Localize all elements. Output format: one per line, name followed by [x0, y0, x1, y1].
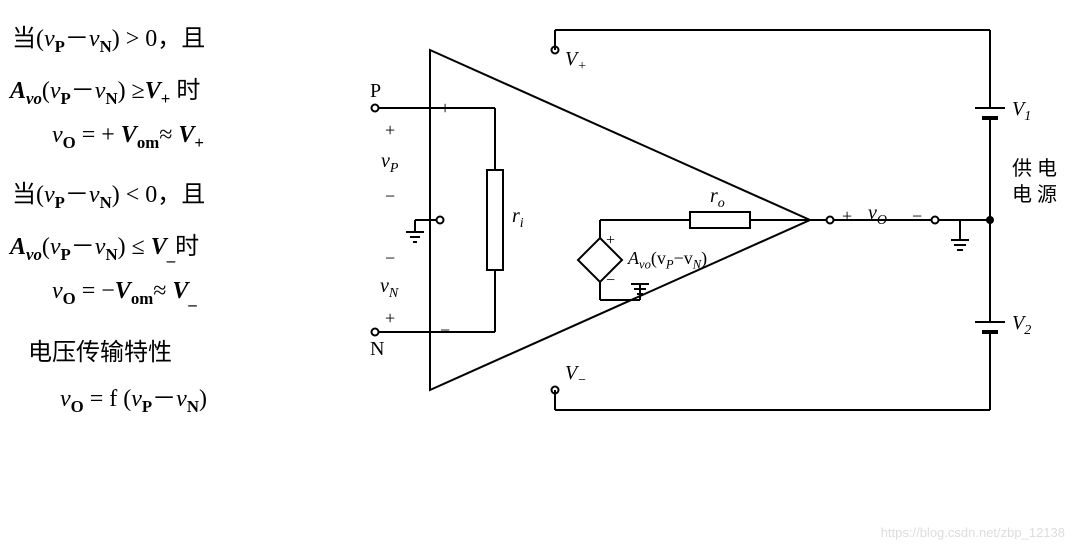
- sign-src-plus: +: [606, 232, 615, 250]
- sign-out-plus: +: [842, 206, 852, 227]
- resistor-ro: [690, 212, 750, 228]
- label-supply-1: 供 电: [1012, 152, 1057, 181]
- sign-minus-n: −: [385, 248, 395, 269]
- watermark: https://blog.csdn.net/zbp_12138: [881, 525, 1065, 540]
- opamp-circuit-diagram: [0, 0, 1073, 546]
- sign-out-minus: −: [912, 206, 922, 227]
- terminal-out-plus: [827, 217, 834, 224]
- label-vO: vO: [868, 202, 887, 229]
- sign-minus-p: −: [385, 186, 395, 207]
- resistor-ri: [487, 170, 503, 270]
- label-Vplus: V+: [565, 48, 587, 75]
- sign-plus-n: +: [385, 308, 395, 329]
- label-vP: vP: [381, 150, 398, 177]
- label-Avo-expr: Avo(vP−vN): [628, 248, 707, 273]
- label-ro: ro: [710, 185, 725, 212]
- label-N: N: [370, 338, 384, 361]
- terminal-p: [372, 105, 379, 112]
- label-P: P: [370, 80, 381, 103]
- sign-tri-minus: −: [440, 320, 450, 341]
- dependent-source: [578, 238, 622, 282]
- label-vN: vN: [380, 275, 398, 302]
- sign-plus-p: +: [385, 120, 395, 141]
- sign-src-minus: −: [606, 272, 615, 290]
- label-Vminus: V−: [565, 362, 587, 389]
- label-V1: V1: [1012, 98, 1031, 125]
- terminal-n: [372, 329, 379, 336]
- terminal-out-minus: [932, 217, 939, 224]
- sign-tri-plus: +: [440, 98, 450, 119]
- label-supply-2: 电 源: [1012, 178, 1057, 207]
- label-ri: ri: [512, 205, 524, 232]
- label-V2: V2: [1012, 312, 1031, 339]
